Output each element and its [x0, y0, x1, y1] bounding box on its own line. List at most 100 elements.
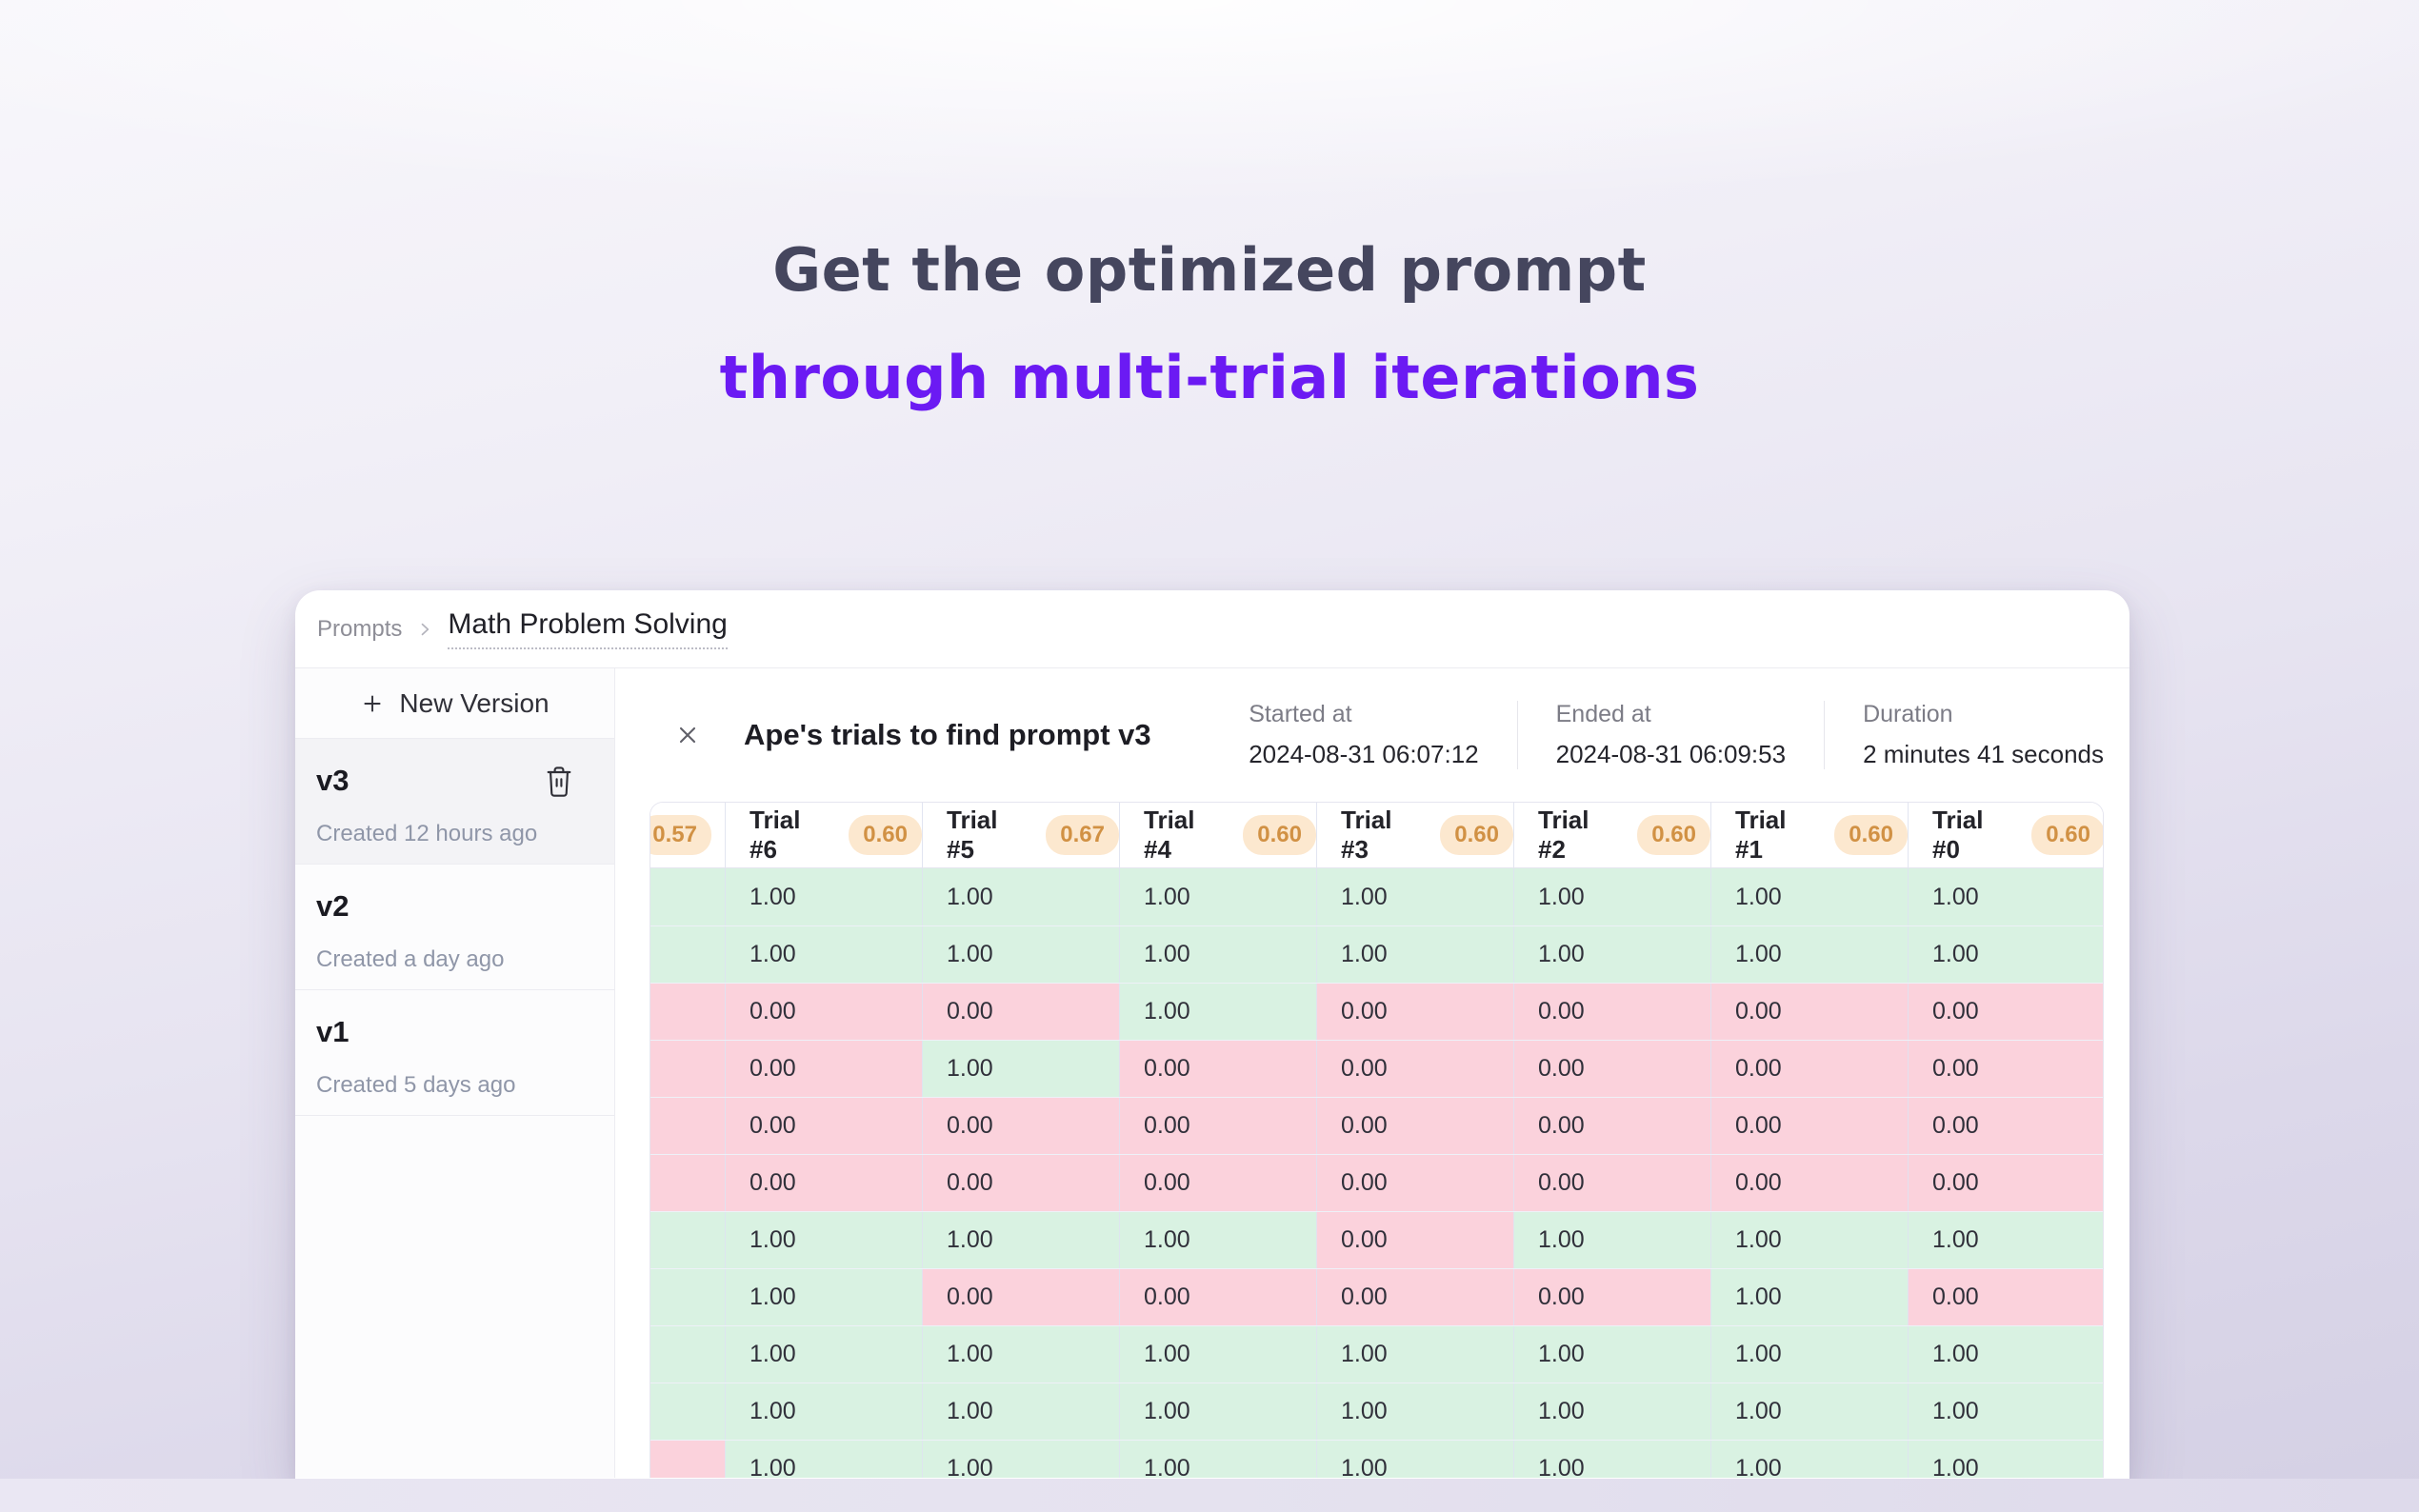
table-row: 0.00 0.00 0.00 0.00 0.00 0.00 0.00: [650, 1097, 2103, 1154]
trial-cell: 1.00: [1710, 1269, 1908, 1325]
trial-cell: 1.00: [1316, 1383, 1513, 1440]
trial-cell: 1.00: [1513, 868, 1710, 925]
trial-cell: 1.00: [1710, 1326, 1908, 1383]
trial-cell: 0.00: [1119, 1269, 1316, 1325]
trial-column-label: Trial #3: [1341, 806, 1392, 864]
trial-cell: [650, 1098, 725, 1154]
trial-column-label: Trial #2: [1538, 806, 1589, 864]
table-row: 1.00 1.00 1.00 1.00 1.00 1.00 1.00: [650, 868, 2103, 925]
trial-column-header: Trial #5 0.67: [922, 803, 1119, 867]
version-item-v1[interactable]: v1 Created 5 days ago: [295, 990, 614, 1116]
window-body: New Version v3 Created 12 hours ago v2 Crea…: [295, 668, 2129, 1478]
trial-cell: 1.00: [725, 868, 922, 925]
trial-cell: 0.00: [1119, 1155, 1316, 1211]
trial-cell: 0.00: [1316, 1212, 1513, 1268]
trial-cell: [650, 1326, 725, 1383]
trial-cell: 0.00: [725, 1041, 922, 1097]
trial-run-stats: Started at 2024-08-31 06:07:12 Ended at 202…: [1249, 701, 2104, 769]
trial-cell: 1.00: [725, 1383, 922, 1440]
stat-ended-at: Ended at 2024-08-31 06:09:53: [1516, 701, 1824, 769]
trial-column-header: Trial #0 0.60: [1908, 803, 2103, 867]
trial-cell: 1.00: [1710, 868, 1908, 925]
stat-value: 2024-08-31 06:07:12: [1249, 740, 1479, 768]
trial-cell: [650, 1155, 725, 1211]
hero-title: Get the optimized prompt through multi-t…: [0, 234, 2419, 414]
trial-cell: 0.00: [1908, 1155, 2103, 1211]
trial-column-header: Trial #1 0.60: [1710, 803, 1908, 867]
score-badge: 0.60: [849, 815, 922, 855]
stat-started-at: Started at 2024-08-31 06:07:12: [1249, 701, 1516, 769]
table-row: 1.00 1.00 1.00 1.00 1.00 1.00 1.00: [650, 925, 2103, 983]
prompt-name[interactable]: Math Problem Solving: [448, 608, 728, 649]
table-row: 1.00 0.00 0.00 0.00 0.00 1.00 0.00: [650, 1268, 2103, 1325]
trial-cell: 0.00: [1316, 1041, 1513, 1097]
trial-cell: 0.00: [1513, 1269, 1710, 1325]
trial-cell: 1.00: [725, 1269, 922, 1325]
trial-cell: 1.00: [1119, 1212, 1316, 1268]
trial-cell: 0.00: [922, 1155, 1119, 1211]
trial-cell: 0.00: [725, 984, 922, 1040]
trial-cell: 0.00: [1119, 1098, 1316, 1154]
trial-cell: 1.00: [922, 926, 1119, 983]
stat-value: 2 minutes 41 seconds: [1863, 740, 2104, 768]
version-item-v2[interactable]: v2 Created a day ago: [295, 865, 614, 990]
trial-cell: 1.00: [725, 1441, 922, 1478]
trial-cell: 0.00: [1513, 984, 1710, 1040]
trial-cell: 1.00: [1119, 926, 1316, 983]
trial-cell: 1.00: [1119, 1326, 1316, 1383]
trial-column-header: Trial #3 0.60: [1316, 803, 1513, 867]
trial-cell: 0.00: [1316, 1155, 1513, 1211]
plus-icon: [360, 691, 385, 716]
trial-cell: 1.00: [1316, 868, 1513, 925]
trial-cell: 1.00: [922, 1041, 1119, 1097]
breadcrumb-prompts-link[interactable]: Prompts: [317, 615, 403, 642]
trial-cell: 1.00: [1119, 1383, 1316, 1440]
trial-cell: 0.00: [1119, 1041, 1316, 1097]
trial-cell: [650, 926, 725, 983]
trial-cell: [650, 868, 725, 925]
trial-cell: 0.00: [1710, 984, 1908, 1040]
trial-cell: 0.00: [1908, 1269, 2103, 1325]
trial-cell: 0.00: [1908, 984, 2103, 1040]
version-item-v3[interactable]: v3 Created 12 hours ago: [295, 739, 614, 865]
trial-cell: 1.00: [1513, 1441, 1710, 1478]
trials-panel-title: Ape's trials to find prompt v3: [744, 718, 1151, 751]
trial-cell: 1.00: [1119, 868, 1316, 925]
new-version-label: New Version: [399, 687, 550, 718]
trial-cell: 1.00: [1710, 1441, 1908, 1478]
trial-cell: 0.00: [1316, 984, 1513, 1040]
stat-label: Ended at: [1555, 701, 1651, 727]
trial-cell: [650, 1269, 725, 1325]
prompt-app-window: Prompts Math Problem Solving New Version…: [295, 590, 2129, 1479]
trash-icon[interactable]: [542, 762, 576, 802]
hero-title-line1: Get the optimized prompt: [772, 235, 1647, 305]
score-badge: 0.60: [1440, 815, 1513, 855]
version-created-label: Created a day ago: [316, 946, 505, 972]
stat-label: Started at: [1249, 701, 1352, 727]
table-row: 0.00 1.00 0.00 0.00 0.00 0.00 0.00: [650, 1040, 2103, 1097]
trial-cell: 0.00: [922, 1269, 1119, 1325]
table-row: 0.00 0.00 0.00 0.00 0.00 0.00 0.00: [650, 1154, 2103, 1211]
trial-cell: 1.00: [1908, 1326, 2103, 1383]
version-created-label: Created 12 hours ago: [316, 821, 538, 846]
trial-cell: 1.00: [725, 1212, 922, 1268]
version-name: v3: [316, 764, 350, 797]
trials-panel-header: Ape's trials to find prompt v3 Started a…: [615, 668, 2129, 802]
table-row: 1.00 1.00 1.00 1.00 1.00 1.00 1.00: [650, 1440, 2103, 1478]
trials-table: 0.57 Trial #6 0.60 Trial #5 0.67 Trial #4 0.60…: [650, 802, 2104, 1478]
trials-title-group: Ape's trials to find prompt v3: [674, 718, 1151, 752]
close-icon[interactable]: [674, 722, 701, 748]
trial-cell: 0.00: [725, 1098, 922, 1154]
trial-cell: 0.00: [922, 1098, 1119, 1154]
trial-cell: 1.00: [922, 1212, 1119, 1268]
trial-column-header: Trial #4 0.60: [1119, 803, 1316, 867]
trial-cell: 1.00: [922, 1441, 1119, 1478]
score-badge: 0.60: [2031, 815, 2103, 855]
new-version-button[interactable]: New Version: [295, 668, 614, 739]
trial-cell: 1.00: [922, 868, 1119, 925]
trial-cell: 1.00: [1710, 1383, 1908, 1440]
trial-cell: 1.00: [1908, 1383, 2103, 1440]
breadcrumb-chevron-icon: [415, 620, 434, 639]
trial-cell: 0.00: [1316, 1269, 1513, 1325]
trial-cell: 0.00: [1513, 1098, 1710, 1154]
